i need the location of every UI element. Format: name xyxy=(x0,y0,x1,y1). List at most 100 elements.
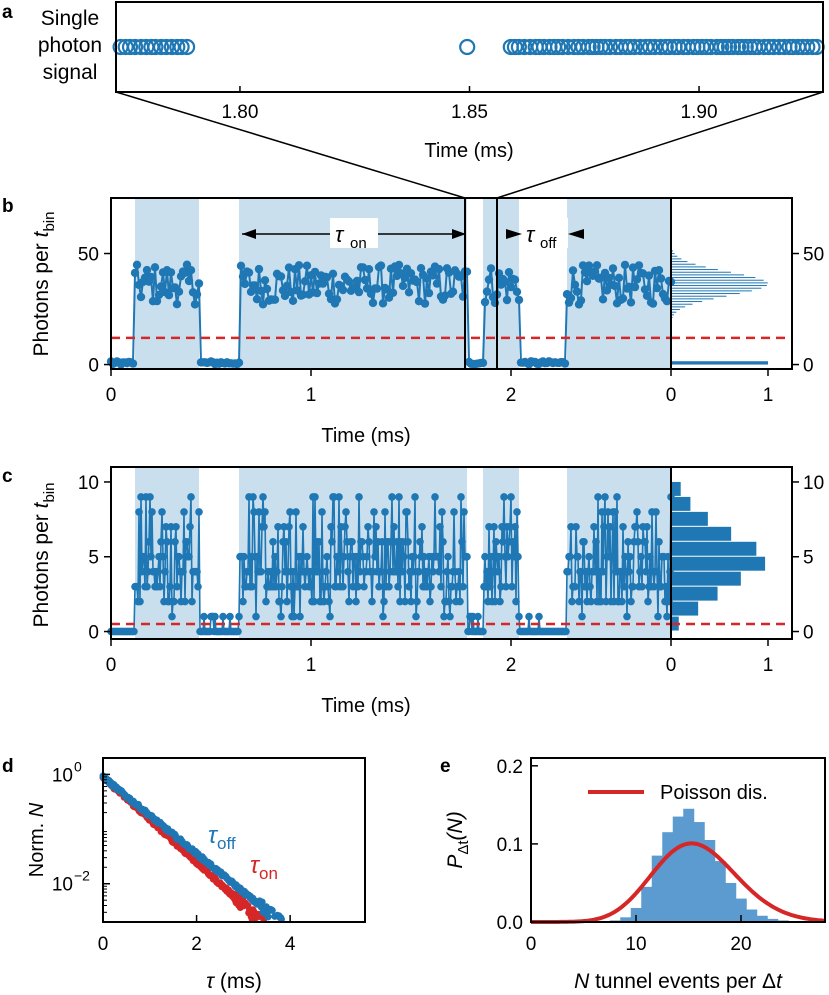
hist-bar xyxy=(671,601,699,616)
trace-point xyxy=(388,493,396,501)
trace-point xyxy=(514,295,524,305)
trace-point xyxy=(282,281,292,290)
trace-point xyxy=(234,627,242,636)
trace-point xyxy=(643,523,651,531)
trace-point xyxy=(592,261,602,270)
trace-point xyxy=(161,567,169,576)
trace-point xyxy=(376,261,386,270)
trace-point xyxy=(613,493,621,501)
trace-point xyxy=(652,508,660,516)
trace-point xyxy=(576,296,586,305)
trace-point xyxy=(380,597,388,606)
hist-bar xyxy=(671,571,741,586)
x-tick-label: 1.90 xyxy=(681,102,718,123)
trace-point xyxy=(435,567,443,576)
x-tick-label: 2 xyxy=(191,934,202,955)
panel-e-frame xyxy=(530,757,826,923)
trace-point xyxy=(142,265,152,275)
trace-point xyxy=(415,567,423,576)
hist-bar xyxy=(671,266,706,268)
trace-point xyxy=(318,279,328,288)
trace-point xyxy=(338,285,348,295)
trace-point xyxy=(630,282,640,292)
hist-bar xyxy=(671,282,768,284)
hist-bar xyxy=(671,481,681,496)
trace-point xyxy=(325,597,333,606)
trace-point xyxy=(512,287,522,296)
trace-point xyxy=(364,523,372,531)
trace-point xyxy=(339,582,347,591)
trace-point xyxy=(606,523,614,531)
trace-point xyxy=(395,493,403,501)
trace-point xyxy=(163,538,171,546)
trace-point xyxy=(381,508,389,516)
trace-point xyxy=(398,567,406,576)
trace-point xyxy=(512,597,520,606)
trace-point xyxy=(618,597,626,606)
trace-point xyxy=(156,582,164,591)
x-tick-label: 2 xyxy=(506,655,517,676)
trace-point xyxy=(183,538,191,546)
panel-b-hist-axes: 0 1 0 50 xyxy=(666,245,824,406)
trace-point xyxy=(486,582,494,591)
trace-point xyxy=(500,493,508,501)
photon-point xyxy=(601,38,619,56)
trace-point xyxy=(310,597,318,606)
y-tick-label: 0 xyxy=(88,623,99,644)
x-tick-label: 1.80 xyxy=(221,102,258,123)
hist-bar xyxy=(671,526,732,541)
trace-point xyxy=(133,582,141,591)
trace-point xyxy=(372,523,380,531)
trace-point xyxy=(455,567,463,576)
y-tick-label: 0.2 xyxy=(497,757,523,778)
trace-point xyxy=(360,582,368,591)
trace-point xyxy=(370,508,378,516)
trace-point xyxy=(566,293,576,303)
hist-bar xyxy=(671,511,708,526)
panel-e-ylabel: PΔt(N) xyxy=(444,811,472,868)
trace-point xyxy=(341,523,349,531)
trace-point xyxy=(354,582,362,591)
x-tick-label: 1.85 xyxy=(451,102,488,123)
trace-point xyxy=(388,288,398,297)
trace-point xyxy=(340,552,348,561)
hist-y-tick-label: 0 xyxy=(803,623,814,644)
y-tick-label: 50 xyxy=(78,245,99,266)
photon-point xyxy=(804,38,821,56)
trace-point xyxy=(642,291,652,300)
hist-bar xyxy=(662,832,674,922)
trace-point xyxy=(187,493,195,501)
trace-point xyxy=(663,612,671,621)
trace-point xyxy=(270,295,280,304)
hist-bar xyxy=(651,855,663,922)
trace-point xyxy=(234,358,244,367)
photon-point xyxy=(597,38,614,56)
trace-point xyxy=(394,582,402,591)
panel-e-histogram-bars xyxy=(609,808,789,922)
trace-point xyxy=(326,612,334,621)
trace-point xyxy=(299,523,307,531)
panel-d-frame xyxy=(102,757,366,923)
data-point xyxy=(264,913,272,921)
trace-point xyxy=(463,552,471,561)
trace-point xyxy=(495,552,503,561)
trace-point xyxy=(259,493,267,501)
photon-point xyxy=(169,38,186,56)
trace-point xyxy=(254,264,264,274)
hist-bar xyxy=(671,496,691,511)
trace-point xyxy=(634,538,642,546)
trace-point xyxy=(403,508,411,516)
trace-point xyxy=(636,567,644,576)
trace-point xyxy=(236,261,246,270)
hist-bar xyxy=(704,840,716,922)
x-tick-label: 10 xyxy=(625,934,646,955)
trace-point xyxy=(487,552,495,561)
trace-point xyxy=(584,261,594,270)
hist-bar xyxy=(620,917,632,922)
trace-point xyxy=(508,582,516,591)
hist-bar xyxy=(683,808,695,922)
photon-point xyxy=(737,38,754,56)
hist-bar xyxy=(671,279,764,281)
trace-point xyxy=(416,538,424,546)
